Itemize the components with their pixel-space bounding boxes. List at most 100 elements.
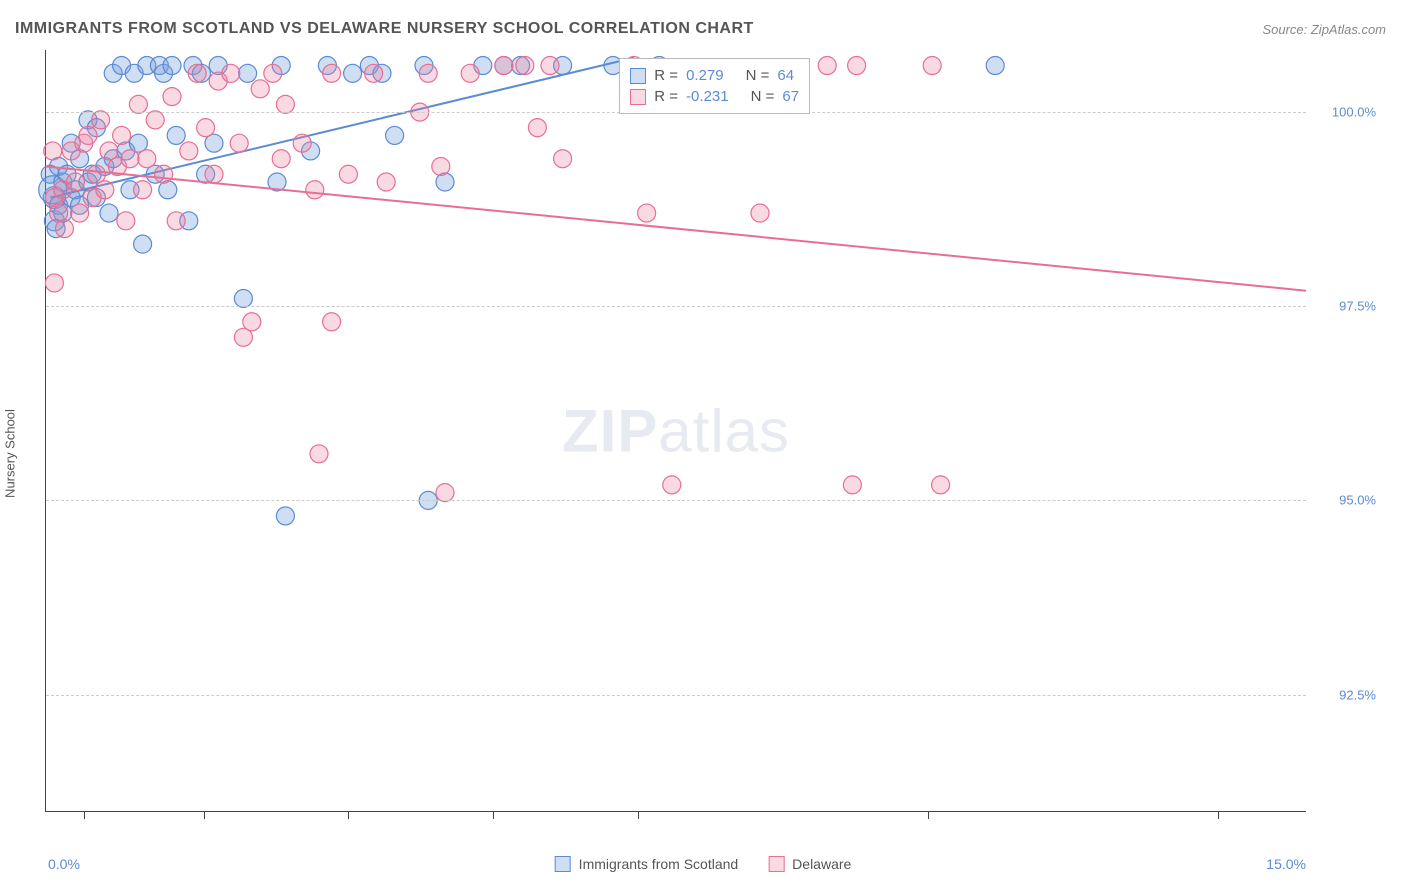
scatter-point xyxy=(436,484,454,502)
scatter-point xyxy=(163,88,181,106)
scatter-point xyxy=(113,126,131,144)
chart-title: IMMIGRANTS FROM SCOTLAND VS DELAWARE NUR… xyxy=(15,20,754,38)
stats-legend-box: R = 0.279 N = 64 R = -0.231 N = 67 xyxy=(619,58,810,114)
scatter-point xyxy=(243,313,261,331)
scatter-point xyxy=(339,165,357,183)
scatter-point xyxy=(276,507,294,525)
scatter-point xyxy=(129,95,147,113)
stats-n-value: 67 xyxy=(782,88,799,105)
scatter-point xyxy=(751,204,769,222)
y-tick-label: 92.5% xyxy=(1339,687,1376,702)
y-axis-label: Nursery School xyxy=(3,409,18,498)
stats-n-label: N = xyxy=(746,67,770,84)
chart-svg xyxy=(46,50,1306,811)
grid-line xyxy=(46,695,1306,696)
scatter-point xyxy=(432,157,450,175)
scatter-point xyxy=(986,57,1004,75)
x-axis-max-label: 15.0% xyxy=(1266,856,1306,872)
x-axis-min-label: 0.0% xyxy=(48,856,80,872)
source-attribution: Source: ZipAtlas.com xyxy=(1262,22,1386,37)
x-tick xyxy=(348,811,349,819)
scatter-point xyxy=(251,80,269,98)
scatter-point xyxy=(528,119,546,137)
scatter-point xyxy=(146,111,164,129)
scatter-point xyxy=(272,150,290,168)
stats-row: R = 0.279 N = 64 xyxy=(630,65,799,86)
stats-r-label: R = xyxy=(654,88,678,105)
scatter-point xyxy=(848,57,866,75)
scatter-point xyxy=(276,95,294,113)
scatter-point xyxy=(377,173,395,191)
stats-swatch xyxy=(630,68,646,84)
scatter-point xyxy=(923,57,941,75)
scatter-point xyxy=(167,212,185,230)
scatter-point xyxy=(121,150,139,168)
scatter-point xyxy=(264,64,282,82)
y-tick-label: 95.0% xyxy=(1339,493,1376,508)
scatter-point xyxy=(71,204,89,222)
scatter-point xyxy=(932,476,950,494)
scatter-point xyxy=(96,181,114,199)
scatter-point xyxy=(138,150,156,168)
legend-item: Delaware xyxy=(768,856,851,872)
scatter-point xyxy=(386,126,404,144)
scatter-point xyxy=(230,134,248,152)
stats-r-value: 0.279 xyxy=(686,67,724,84)
chart-container: IMMIGRANTS FROM SCOTLAND VS DELAWARE NUR… xyxy=(0,0,1406,892)
scatter-point xyxy=(155,165,173,183)
scatter-point xyxy=(843,476,861,494)
stats-n-label: N = xyxy=(751,88,775,105)
scatter-point xyxy=(365,64,383,82)
stats-row: R = -0.231 N = 67 xyxy=(630,86,799,107)
x-tick xyxy=(204,811,205,819)
legend-swatch xyxy=(768,856,784,872)
scatter-point xyxy=(516,57,534,75)
legend-bottom: Immigrants from Scotland Delaware xyxy=(555,856,852,872)
stats-swatch xyxy=(630,89,646,105)
scatter-point xyxy=(554,150,572,168)
scatter-point xyxy=(818,57,836,75)
scatter-point xyxy=(117,212,135,230)
scatter-point xyxy=(66,173,84,191)
y-tick-label: 97.5% xyxy=(1339,299,1376,314)
y-tick-label: 100.0% xyxy=(1332,105,1376,120)
stats-r-label: R = xyxy=(654,67,678,84)
scatter-point xyxy=(180,142,198,160)
scatter-point xyxy=(239,64,257,82)
scatter-point xyxy=(79,126,97,144)
scatter-point xyxy=(222,64,240,82)
legend-item: Immigrants from Scotland xyxy=(555,856,739,872)
scatter-point xyxy=(205,165,223,183)
scatter-point xyxy=(310,445,328,463)
scatter-point xyxy=(167,126,185,144)
legend-label: Immigrants from Scotland xyxy=(579,856,739,872)
grid-line xyxy=(46,500,1306,501)
scatter-point xyxy=(663,476,681,494)
scatter-point xyxy=(344,64,362,82)
scatter-point xyxy=(197,119,215,137)
stats-n-value: 64 xyxy=(777,67,794,84)
scatter-point xyxy=(55,220,73,238)
scatter-point xyxy=(419,64,437,82)
stats-r-value: -0.231 xyxy=(686,88,729,105)
scatter-point xyxy=(323,64,341,82)
x-tick xyxy=(493,811,494,819)
scatter-point xyxy=(92,111,110,129)
scatter-point xyxy=(234,289,252,307)
scatter-point xyxy=(188,64,206,82)
scatter-point xyxy=(100,204,118,222)
x-tick xyxy=(928,811,929,819)
x-tick xyxy=(1218,811,1219,819)
scatter-point xyxy=(495,57,513,75)
scatter-point xyxy=(44,142,62,160)
scatter-point xyxy=(461,64,479,82)
scatter-point xyxy=(293,134,311,152)
trend-line xyxy=(46,166,1306,290)
legend-swatch xyxy=(555,856,571,872)
plot-area: ZIPatlas R = 0.279N = 64R = -0.231N = 67… xyxy=(45,50,1306,812)
scatter-point xyxy=(163,57,181,75)
scatter-point xyxy=(134,235,152,253)
x-tick xyxy=(638,811,639,819)
grid-line xyxy=(46,306,1306,307)
x-tick xyxy=(84,811,85,819)
